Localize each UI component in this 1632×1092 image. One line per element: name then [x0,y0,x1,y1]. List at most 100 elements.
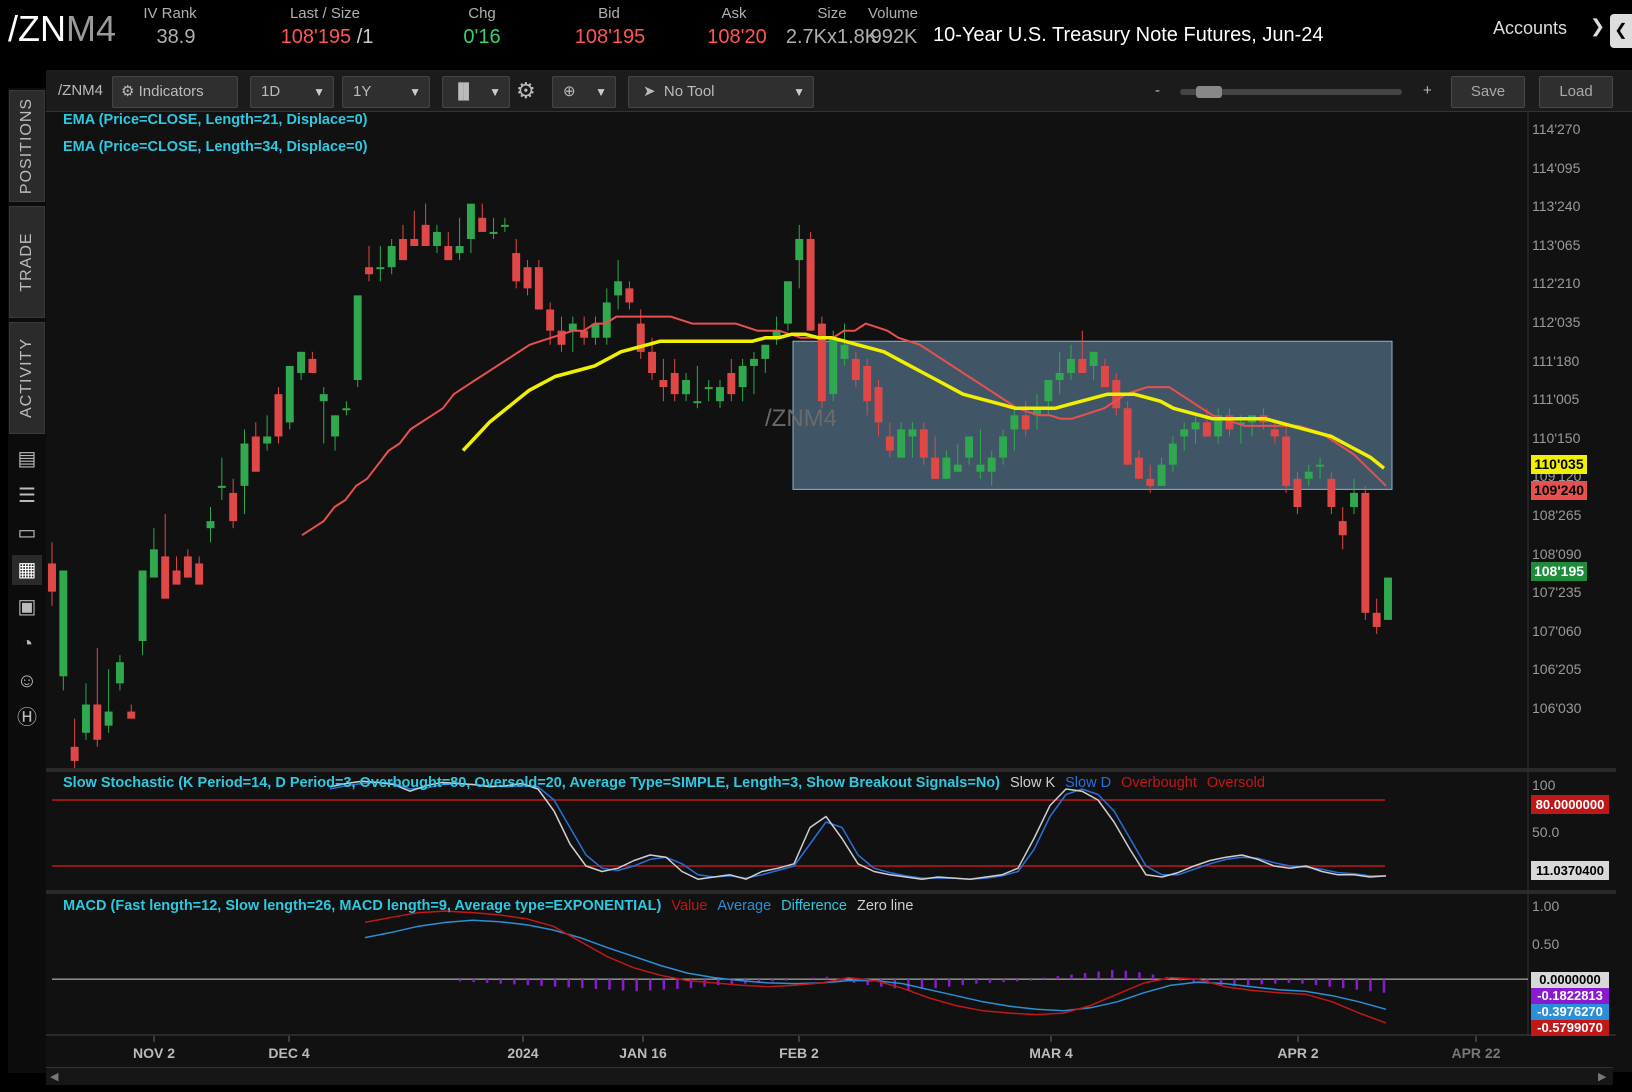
ema34-study-label[interactable]: EMA (Price=CLOSE, Length=34, Displace=0) [63,139,368,155]
candle-body [795,238,804,261]
candle-body [444,246,453,261]
candle-body [1078,358,1087,373]
drawing-set-select[interactable]: ⊕ ▼ [552,76,616,108]
collapse-panel-icon[interactable]: ❮ [1610,14,1632,48]
macd-badge: -0.3976270 [1531,1004,1609,1020]
candle-body [1123,408,1132,465]
candle-body [297,351,306,373]
charts-icon[interactable]: ▦ [12,555,42,585]
chart-style-select[interactable]: ▐▌ ▼ [442,76,510,108]
horizontal-scrollbar[interactable] [46,1067,1613,1085]
candle-body [331,415,340,437]
symbol-contract: M4 [66,8,117,49]
chevron-down-icon: ▼ [313,85,325,99]
candle-body [1338,521,1347,536]
zoom-in-button[interactable]: + [1423,82,1432,99]
candle-body [1282,436,1291,486]
stochastic-badge: 80.0000000 [1531,795,1609,814]
candle-body [965,436,974,458]
candle-body [512,253,521,282]
globe-icon: ⊕ [563,83,576,100]
candle-body [1293,478,1302,508]
tab-activity[interactable]: ACTIVITY [9,322,45,434]
panel-divider [46,1034,1616,1036]
panel-divider [46,768,1616,772]
candle-body [353,295,362,381]
ema34-line [461,332,1386,470]
candle-body [919,429,928,458]
candle-body [523,267,532,289]
save-button[interactable]: Save [1451,76,1525,108]
zoom-slider-thumb[interactable] [1196,86,1222,98]
community-icon[interactable]: ☺ [16,670,38,692]
symbol-title: /ZNM4 [8,8,116,50]
quote-value-6: 992K [870,26,918,48]
stochastic-study-label[interactable]: Slow Stochastic (K Period=14, D Period=3… [63,775,1265,791]
ema21-study-label[interactable]: EMA (Price=CLOSE, Length=21, Displace=0) [63,112,368,128]
macd-legend-item-2: Difference [781,898,847,914]
quote-label-3: Bid [598,5,620,22]
stoch-legend-item-1: Slow D [1065,775,1112,791]
candle-body [410,238,419,247]
scroll-right-icon[interactable]: ▶ [1598,1071,1607,1083]
tab-positions[interactable]: POSITIONS [9,90,45,202]
price-axis-label: 107'235 [1532,584,1582,601]
candle-body [761,344,770,359]
chevron-down-icon: ▼ [793,85,805,99]
candle-body [1168,443,1177,465]
macd-study-label[interactable]: MACD (Fast length=12, Slow length=26, MA… [63,898,913,914]
tab-trade[interactable]: TRADE [9,206,45,318]
tv-icon[interactable]: ▭ [17,522,37,544]
list-icon[interactable]: ☰ [18,485,36,507]
candle-body [59,570,68,677]
candle-body [885,436,894,451]
stochastic-axis-label: 50.0 [1532,824,1560,840]
candle-body [1021,415,1030,430]
chevron-down-icon: ▼ [489,85,501,99]
candle-body [1350,492,1358,508]
candle-body [874,387,883,423]
drawing-tool-select[interactable]: ➤ No Tool ▼ [628,76,814,108]
candle-body [557,330,566,345]
candle-body [727,372,736,395]
price-axis-label: 114'270 [1532,121,1581,137]
candle-body [693,401,702,404]
candle-body [1067,358,1075,373]
price-axis-label: 106'205 [1532,661,1582,678]
aggregation-select[interactable]: 1D ▼ [250,76,334,108]
zoom-slider[interactable] [1180,89,1402,95]
price-axis-label: 111'180 [1532,352,1580,369]
quote-label-6: Volume [867,5,919,22]
candle-body [183,556,192,578]
candle-body [1236,422,1245,425]
grid-icon[interactable]: ▣ [17,596,37,618]
load-button[interactable]: Load [1539,76,1613,108]
candle-body [478,217,487,232]
toolbar-symbol[interactable]: /ZNM4 [58,82,103,99]
candle-body [48,563,56,592]
monitor-icon[interactable]: ▤ [17,448,37,470]
help-icon[interactable]: Ⓗ [17,707,37,729]
candle-body [863,365,872,402]
indicators-button[interactable]: ⚙ Indicators [112,76,238,108]
slow-k-line [329,780,1387,880]
settings-gear-icon[interactable]: ⚙ [516,78,536,103]
chevron-down-icon[interactable]: ❯ [1590,16,1606,36]
candle-body [342,408,351,411]
gauge-icon[interactable]: ◔ [20,633,34,655]
price-axis-label: 107'060 [1532,622,1582,639]
zoom-out-button[interactable]: - [1155,82,1160,99]
timeframe-value: 1Y [353,83,372,100]
candle-body [308,358,317,373]
macd-legend-item-3: Zero line [856,898,914,914]
macd-axis-label: 1.00 [1532,898,1560,914]
candle-body [1033,408,1041,416]
price-axis-label: 113'240 [1532,198,1581,215]
accounts-menu[interactable]: Accounts [1493,18,1568,38]
candle-body [1044,380,1053,402]
quote-label-1: Last / Size [289,5,361,22]
scroll-left-icon[interactable]: ◀ [50,1071,59,1083]
stochastic-axis-label: 100 [1532,777,1556,793]
timeframe-select[interactable]: 1Y ▼ [342,76,430,108]
